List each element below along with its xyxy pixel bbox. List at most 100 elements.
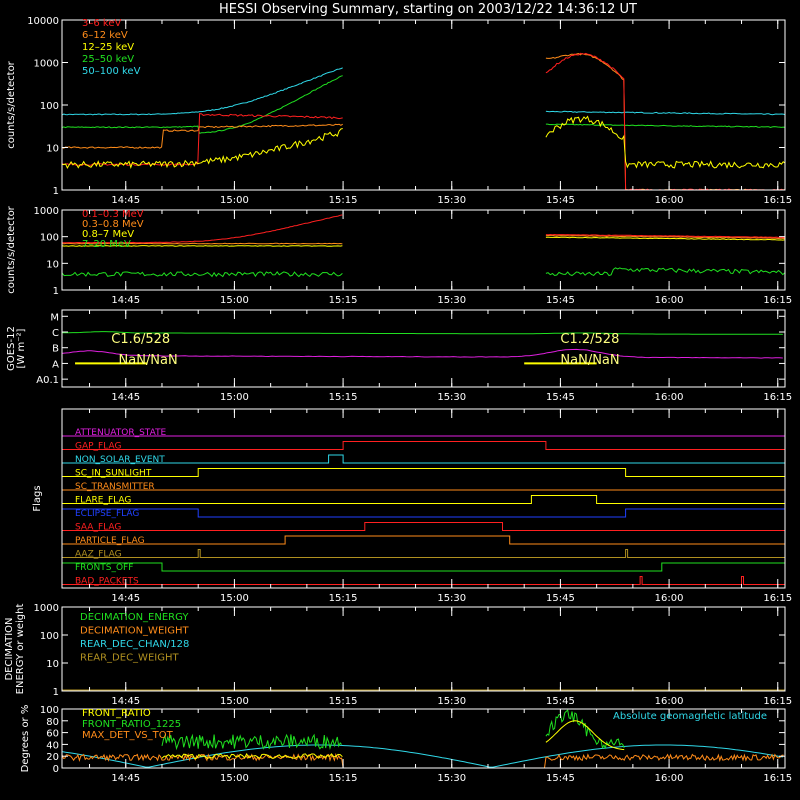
x-tick-label: 15:15 (329, 696, 358, 707)
x-tick-label: 15:15 (329, 593, 358, 604)
x-tick-label: 15:00 (220, 295, 249, 306)
series-line (545, 236, 786, 241)
y-tick-label: M (50, 312, 59, 323)
y-tick-label: 80 (46, 717, 59, 728)
x-tick-label: 14:45 (111, 773, 140, 784)
flag-line (61, 562, 786, 572)
series-line (61, 123, 343, 149)
flag-line (62, 468, 785, 477)
legend-entry: DECIMATION_ENERGY (80, 612, 189, 623)
series-line (545, 52, 786, 191)
x-tick-label: 15:15 (329, 295, 358, 306)
legend-entry: FRONT_RATIO_1225 (82, 719, 181, 730)
panel-decimation: 14:45 15:00 15:15 15:30 15:45 16:00 16:15 1 10 10… (4, 603, 792, 707)
x-tick-label: 15:00 (220, 773, 249, 784)
y-tick-label: 1 (53, 286, 59, 297)
y-tick-label: 20 (46, 752, 59, 763)
flag-line (62, 454, 785, 464)
x-tick-label: 15:45 (546, 392, 575, 403)
x-tick-label: 16:15 (763, 195, 792, 206)
flag-line (62, 576, 785, 585)
goes-annotation: NaN/NaN (119, 353, 178, 368)
series-line (61, 245, 343, 247)
x-tick-label: 14:45 (111, 593, 140, 604)
panel-goes: C1.6/528 NaN/NaN C1.2/528 NaN/NaN 14:45 15:00… (6, 309, 792, 403)
panel-lightcurves: 14:45 15:00 15:15 15:30 15:45 16:00 16:15 1 10 10… (6, 16, 792, 206)
x-tick-label: 15:15 (329, 392, 358, 403)
y-axis-label: Degrees or % (20, 705, 31, 773)
legend-entry: 0.8–7 MeV (82, 229, 134, 240)
x-tick-label: 16:00 (655, 696, 684, 707)
series-line (61, 113, 343, 166)
y-tick-label: C (52, 328, 59, 339)
x-tick-label: 16:00 (655, 593, 684, 604)
y-tick-label: 10000 (27, 16, 59, 27)
y-tick-label: 10 (46, 144, 59, 155)
flag-label: SC_TRANSMITTER (75, 482, 155, 492)
y-axis-label: counts/s/detector (6, 205, 17, 293)
series-line (545, 110, 786, 116)
legend-entry: REAR_DEC_WEIGHT (80, 653, 179, 664)
y-tick-label: 1 (53, 687, 59, 698)
x-tick-label: 15:00 (220, 593, 249, 604)
panel-frame (61, 209, 786, 291)
x-tick-label: 15:30 (437, 773, 466, 784)
legend-entry: 6–12 keV (82, 30, 128, 41)
y-axis-label: [W m⁻²] (16, 328, 27, 368)
y-axis-label: DECIMATION (4, 617, 15, 680)
flag-line (62, 522, 785, 531)
y-tick-label: 40 (46, 740, 59, 751)
legend-entry: 12–25 keV (82, 42, 134, 53)
y-tick-label: 1000 (34, 206, 59, 217)
series-line (545, 233, 786, 239)
flag-label: NON_SOLAR_EVENT (75, 455, 165, 465)
series-line (61, 128, 343, 170)
x-tick-label: 15:30 (437, 593, 466, 604)
series-line (161, 733, 342, 751)
series-line (545, 720, 625, 751)
y-tick-label: 100 (40, 101, 59, 112)
y-axis-label: GOES-12 (6, 326, 17, 371)
x-tick-label: 15:45 (546, 696, 575, 707)
panel-ratio: 14:45 15:00 15:15 15:30 15:45 16:00 16:15 02040… (20, 705, 792, 784)
x-tick-label: 14:45 (111, 392, 140, 403)
panel-frame (61, 708, 786, 769)
legend-entry: Absolute geomagnetic latitude (613, 711, 767, 722)
series-line (61, 75, 343, 135)
legend-entry: 25–50 keV (82, 54, 134, 65)
x-tick-label: 15:30 (437, 195, 466, 206)
panel-frame (61, 408, 786, 589)
x-tick-label: 16:00 (655, 773, 684, 784)
flag-line (62, 495, 785, 504)
series-line (61, 744, 783, 768)
flag-line (62, 549, 785, 558)
legend-entry: MAX_DET_VS_TOT (82, 730, 174, 741)
series-line (545, 52, 786, 191)
flag-label: AAZ_FLAG (75, 550, 122, 560)
series-line (545, 123, 786, 129)
x-tick-label: 16:00 (655, 392, 684, 403)
legend-entry: 3–6 keV (82, 18, 121, 29)
x-tick-label: 15:30 (437, 696, 466, 707)
x-tick-label: 14:45 (111, 195, 140, 206)
x-tick-label: 16:15 (763, 773, 792, 784)
legend-entry: DECIMATION_WEIGHT (80, 626, 189, 637)
flag-label: SAA_FLAG (75, 523, 121, 533)
legend-entry: 0.3–0.8 MeV (82, 219, 144, 230)
y-axis-label: counts/s/detector (6, 60, 17, 148)
flag-line (62, 535, 785, 545)
legend-entry: 50–100 keV (82, 66, 141, 77)
x-tick-label: 15:45 (546, 295, 575, 306)
series-line (545, 709, 625, 750)
flag-label: BAD_PACKETS (75, 577, 139, 587)
flag-label: GAP_FLAG (75, 442, 121, 452)
x-tick-label: 15:15 (329, 773, 358, 784)
x-tick-label: 15:30 (437, 392, 466, 403)
series-line (62, 214, 343, 244)
series-line (61, 271, 343, 278)
y-tick-label: B (52, 344, 59, 355)
y-tick-label: 10 (46, 259, 59, 270)
y-tick-label: 1000 (34, 59, 59, 70)
x-tick-label: 16:15 (763, 295, 792, 306)
series-line (61, 331, 783, 335)
